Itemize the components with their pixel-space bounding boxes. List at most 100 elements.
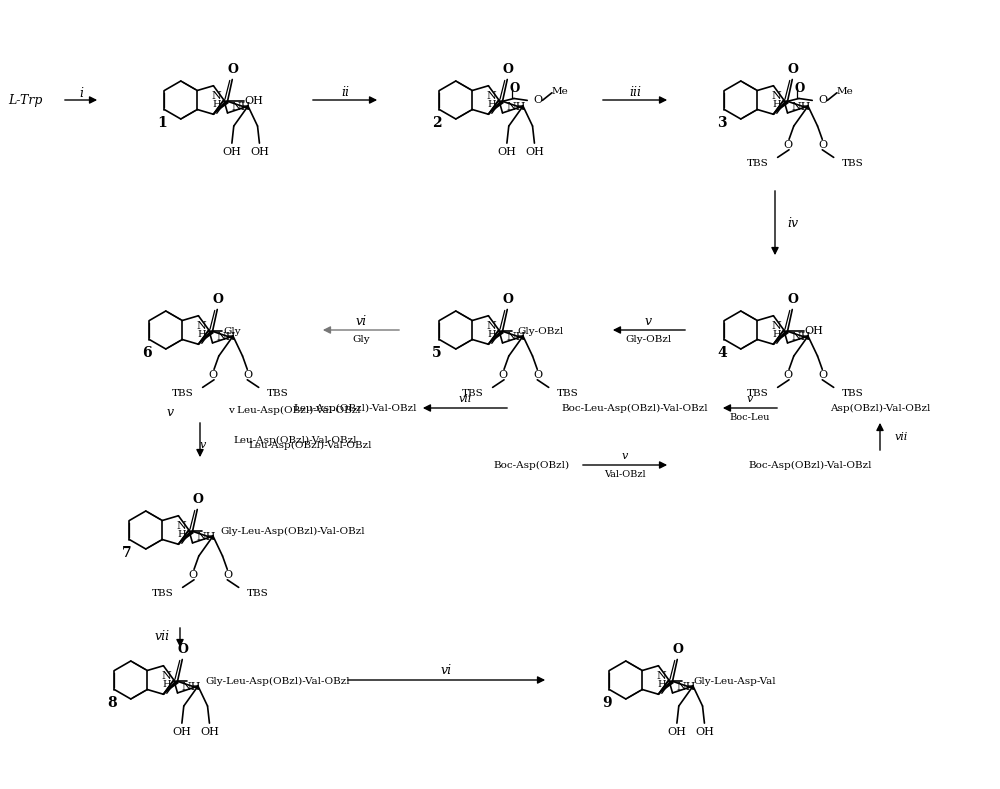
- Text: Val-OBzl: Val-OBzl: [604, 469, 646, 478]
- Text: N: N: [196, 321, 206, 331]
- Text: NH: NH: [217, 332, 236, 342]
- Text: Me: Me: [551, 88, 568, 96]
- Text: O: O: [499, 370, 508, 380]
- Text: NH: NH: [507, 102, 526, 112]
- Text: TBS: TBS: [747, 159, 769, 167]
- Text: Gly: Gly: [224, 327, 241, 336]
- Text: vii: vii: [154, 630, 170, 644]
- Text: NH: NH: [507, 332, 526, 342]
- Text: H: H: [487, 331, 496, 339]
- Text: Asp(OBzl)-Val-OBzl: Asp(OBzl)-Val-OBzl: [830, 403, 930, 413]
- Text: Boc-Leu: Boc-Leu: [730, 413, 770, 421]
- Text: N: N: [486, 92, 496, 101]
- Text: NH: NH: [232, 102, 251, 112]
- Text: 8: 8: [107, 696, 117, 710]
- Text: Boc-Asp(OBzl): Boc-Asp(OBzl): [494, 461, 570, 469]
- Text: N: N: [486, 321, 496, 331]
- Text: OH: OH: [497, 148, 516, 157]
- Text: OH: OH: [245, 96, 264, 107]
- Text: 5: 5: [432, 346, 442, 360]
- Text: Me: Me: [836, 88, 853, 96]
- Text: Gly-Leu-Asp-Val: Gly-Leu-Asp-Val: [693, 677, 776, 686]
- Text: OH: OH: [222, 148, 241, 157]
- Text: O: O: [209, 370, 218, 380]
- Polygon shape: [488, 330, 504, 344]
- Text: NH: NH: [677, 682, 696, 692]
- Text: v: v: [166, 406, 174, 418]
- Text: TBS: TBS: [842, 159, 864, 167]
- Polygon shape: [488, 99, 504, 114]
- Text: NH: NH: [792, 332, 811, 342]
- Text: H: H: [487, 100, 496, 109]
- Text: NH: NH: [792, 102, 811, 112]
- Text: Gly-OBzl: Gly-OBzl: [625, 335, 671, 343]
- Text: iv: iv: [787, 216, 799, 230]
- Text: Gly-Leu-Asp(OBzl)-Val-OBzl: Gly-Leu-Asp(OBzl)-Val-OBzl: [206, 677, 350, 686]
- Text: Leu-Asp(OBzl)-Val-OBzl: Leu-Asp(OBzl)-Val-OBzl: [233, 436, 357, 444]
- Text: O: O: [503, 62, 514, 76]
- Text: v Leu-Asp(OBzl)-Val-OBzl: v Leu-Asp(OBzl)-Val-OBzl: [228, 406, 361, 414]
- Text: N: N: [161, 671, 171, 681]
- Polygon shape: [658, 679, 674, 694]
- Text: H: H: [177, 530, 186, 539]
- Text: iii: iii: [629, 85, 641, 99]
- Text: Boc-Leu-Asp(OBzl)-Val-OBzl: Boc-Leu-Asp(OBzl)-Val-OBzl: [562, 403, 708, 413]
- Text: N: N: [771, 92, 781, 101]
- Text: 3: 3: [717, 116, 727, 130]
- Text: Leu-Asp(OBzl)-Val-OBzl: Leu-Asp(OBzl)-Val-OBzl: [248, 440, 372, 450]
- Text: O: O: [213, 293, 224, 305]
- Text: H: H: [772, 100, 781, 109]
- Text: ii: ii: [341, 85, 349, 99]
- Polygon shape: [198, 330, 214, 344]
- Text: O: O: [510, 81, 520, 95]
- Text: OH: OH: [667, 727, 686, 737]
- Text: OH: OH: [805, 327, 824, 336]
- Text: TBS: TBS: [247, 589, 269, 597]
- Text: O: O: [244, 370, 253, 380]
- Polygon shape: [178, 529, 194, 544]
- Text: OH: OH: [172, 727, 191, 737]
- Text: H: H: [197, 331, 206, 339]
- Text: O: O: [784, 140, 793, 150]
- Text: TBS: TBS: [747, 388, 769, 398]
- Text: N: N: [211, 92, 221, 101]
- Text: vii: vii: [895, 432, 908, 442]
- Text: O: O: [178, 642, 189, 656]
- Text: H: H: [657, 680, 666, 690]
- Text: 7: 7: [122, 546, 132, 560]
- Text: TBS: TBS: [152, 589, 174, 597]
- Text: O: O: [788, 293, 799, 305]
- Text: N: N: [771, 321, 781, 331]
- Text: O: O: [788, 62, 799, 76]
- Text: N: N: [656, 671, 666, 681]
- Text: TBS: TBS: [462, 388, 484, 398]
- Text: 1: 1: [157, 116, 167, 130]
- Text: OH: OH: [200, 727, 219, 737]
- Text: N: N: [176, 522, 186, 531]
- Text: O: O: [795, 81, 805, 95]
- Text: v: v: [644, 315, 652, 327]
- Text: O: O: [819, 370, 828, 380]
- Text: vi: vi: [440, 664, 452, 678]
- Polygon shape: [773, 99, 789, 114]
- Text: v: v: [200, 440, 206, 450]
- Text: 4: 4: [717, 346, 727, 360]
- Text: 6: 6: [142, 346, 152, 360]
- Text: O: O: [673, 642, 684, 656]
- Text: v: v: [622, 451, 628, 461]
- Text: Gly: Gly: [352, 335, 370, 343]
- Text: TBS: TBS: [267, 388, 289, 398]
- Text: OH: OH: [525, 148, 544, 157]
- Text: O: O: [533, 95, 542, 106]
- Text: O: O: [534, 370, 543, 380]
- Text: O: O: [503, 293, 514, 305]
- Text: v: v: [747, 394, 753, 404]
- Text: 9: 9: [602, 696, 612, 710]
- Text: vii: vii: [458, 394, 472, 404]
- Text: TBS: TBS: [172, 388, 194, 398]
- Text: TBS: TBS: [842, 388, 864, 398]
- Text: NH: NH: [197, 532, 216, 542]
- Polygon shape: [213, 99, 229, 114]
- Text: O: O: [818, 95, 827, 106]
- Text: i: i: [79, 87, 83, 99]
